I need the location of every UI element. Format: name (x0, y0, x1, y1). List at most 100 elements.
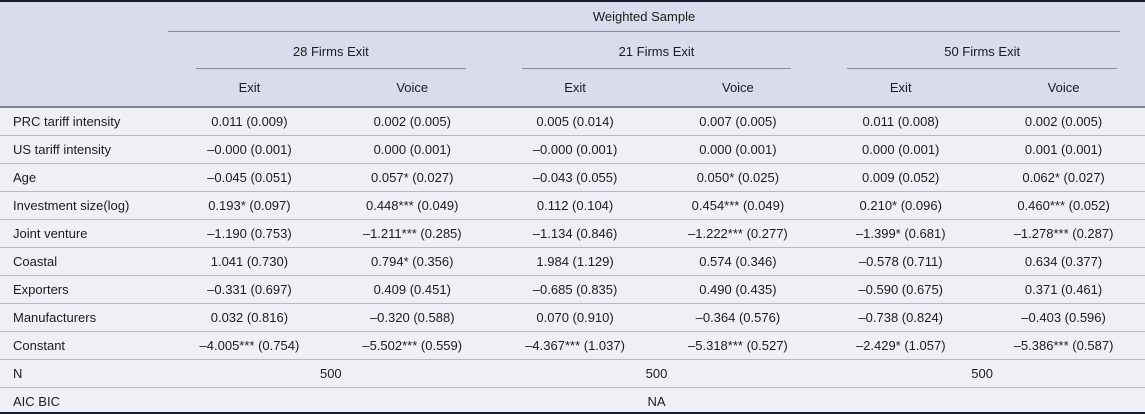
data-cell: 0.011 (0.009) (168, 107, 331, 136)
aic-bic-value: NA (647, 394, 666, 409)
data-cell: 0.057* (0.027) (330, 163, 494, 192)
data-cell: 0.050* (0.025) (656, 163, 820, 192)
data-cell: 0.062* (0.027) (982, 163, 1145, 192)
data-cell: –5.386*** (0.587) (982, 331, 1145, 360)
data-cell: –0.403 (0.596) (982, 303, 1145, 332)
data-cell: 0.409 (0.451) (330, 275, 494, 304)
data-cell: –0.000 (0.001) (168, 135, 331, 164)
group-header-21-firms: 21 Firms Exit (494, 32, 820, 69)
top-header-row: Weighted Sample (0, 2, 1145, 32)
header-spacer (0, 32, 168, 69)
row-label: Exporters (0, 275, 168, 304)
data-cell: –1.134 (0.846) (493, 219, 657, 248)
data-cell: –0.738 (0.824) (819, 303, 983, 332)
group-label: 21 Firms Exit (521, 32, 792, 69)
data-cell: 0.210* (0.096) (819, 191, 983, 220)
data-cell: –1.278*** (0.287) (982, 219, 1145, 248)
row-label: PRC tariff intensity (0, 107, 168, 136)
column-header-exit: Exit (819, 69, 983, 108)
row-label: Manufacturers (0, 303, 168, 332)
row-label: Investment size(log) (0, 191, 168, 220)
data-cell: –0.331 (0.697) (168, 275, 331, 304)
row-label: AIC BIC (13, 394, 60, 409)
data-cell: –0.685 (0.835) (493, 275, 657, 304)
table-row: Manufacturers 0.032 (0.816) –0.320 (0.58… (0, 303, 1145, 332)
table-row: Constant –4.005*** (0.754) –5.502*** (0.… (0, 331, 1145, 360)
weighted-sample-header: Weighted Sample (168, 2, 1145, 32)
table-header: Weighted Sample 28 Firms Exit 21 Firms E… (0, 2, 1145, 108)
data-cell: –0.045 (0.051) (168, 163, 331, 192)
data-cell: –0.000 (0.001) (493, 135, 657, 164)
n-value: 500 (819, 359, 1145, 388)
table-body: PRC tariff intensity 0.011 (0.009) 0.002… (0, 107, 1145, 413)
data-cell: 0.794* (0.356) (330, 247, 494, 276)
row-label: Joint venture (0, 219, 168, 248)
column-header-voice: Voice (656, 69, 820, 108)
table-row: PRC tariff intensity 0.011 (0.009) 0.002… (0, 107, 1145, 136)
header-spacer (0, 69, 168, 108)
data-cell: –0.320 (0.588) (330, 303, 494, 332)
data-cell: 0.032 (0.816) (168, 303, 331, 332)
data-cell: 0.002 (0.005) (330, 107, 494, 136)
column-header-voice: Voice (330, 69, 494, 108)
row-label: Constant (0, 331, 168, 360)
data-cell: 0.000 (0.001) (330, 135, 494, 164)
data-cell: –5.318*** (0.527) (656, 331, 820, 360)
table-row: Joint venture –1.190 (0.753) –1.211*** (… (0, 219, 1145, 248)
data-cell: 0.574 (0.346) (656, 247, 820, 276)
data-cell: 0.490 (0.435) (656, 275, 820, 304)
column-header-voice: Voice (982, 69, 1145, 108)
row-label: Age (0, 163, 168, 192)
group-label: 50 Firms Exit (847, 32, 1117, 69)
data-cell: 0.448*** (0.049) (330, 191, 494, 220)
data-cell: –4.005*** (0.754) (168, 331, 331, 360)
column-header-exit: Exit (493, 69, 657, 108)
data-cell: 0.001 (0.001) (982, 135, 1145, 164)
group-header-50-firms: 50 Firms Exit (819, 32, 1145, 69)
data-cell: –1.399* (0.681) (819, 219, 983, 248)
column-header-row: Exit Voice Exit Voice Exit Voice (0, 69, 1145, 108)
data-cell: –1.222*** (0.277) (656, 219, 820, 248)
data-cell: –2.429* (1.057) (819, 331, 983, 360)
table-row: Coastal 1.041 (0.730) 0.794* (0.356) 1.9… (0, 247, 1145, 276)
header-spacer (0, 2, 168, 32)
data-cell: 0.454*** (0.049) (656, 191, 820, 220)
table-row: Investment size(log) 0.193* (0.097) 0.44… (0, 191, 1145, 220)
data-cell: –1.190 (0.753) (168, 219, 331, 248)
column-header-exit: Exit (168, 69, 331, 108)
data-cell: 0.371 (0.461) (982, 275, 1145, 304)
data-cell: 0.009 (0.052) (819, 163, 983, 192)
table-row: Exporters –0.331 (0.697) 0.409 (0.451) –… (0, 275, 1145, 304)
group-header-28-firms: 28 Firms Exit (168, 32, 494, 69)
table-row: Age –0.045 (0.051) 0.057* (0.027) –0.043… (0, 163, 1145, 192)
data-cell: 0.460*** (0.052) (982, 191, 1145, 220)
data-cell: –0.364 (0.576) (656, 303, 820, 332)
data-cell: 0.011 (0.008) (819, 107, 983, 136)
n-value: 500 (168, 359, 494, 388)
data-cell: 0.000 (0.001) (819, 135, 983, 164)
group-header-row: 28 Firms Exit 21 Firms Exit 50 Firms Exi… (0, 32, 1145, 69)
data-cell: 0.005 (0.014) (493, 107, 657, 136)
data-cell: 1.041 (0.730) (168, 247, 331, 276)
aic-bic-value (168, 388, 494, 413)
row-label: Coastal (0, 247, 168, 276)
data-cell: 0.193* (0.097) (168, 191, 331, 220)
data-cell: –4.367*** (1.037) (493, 331, 657, 360)
data-cell: 0.070 (0.910) (493, 303, 657, 332)
aic-bic-value (819, 388, 1145, 413)
data-cell: –0.590 (0.675) (819, 275, 983, 304)
data-cell: 1.984 (1.129) (493, 247, 657, 276)
data-cell: –0.043 (0.055) (493, 163, 657, 192)
data-cell: 0.000 (0.001) (656, 135, 820, 164)
weighted-sample-label: Weighted Sample (168, 2, 1120, 32)
data-cell: –1.211*** (0.285) (330, 219, 494, 248)
data-cell: 0.634 (0.377) (982, 247, 1145, 276)
data-cell: –0.578 (0.711) (819, 247, 983, 276)
data-cell: 0.002 (0.005) (982, 107, 1145, 136)
row-label: US tariff intensity (0, 135, 168, 164)
table-row: US tariff intensity –0.000 (0.001) 0.000… (0, 135, 1145, 164)
aic-bic-row: AIC BIC NA (0, 388, 1145, 413)
data-cell: 0.007 (0.005) (656, 107, 820, 136)
